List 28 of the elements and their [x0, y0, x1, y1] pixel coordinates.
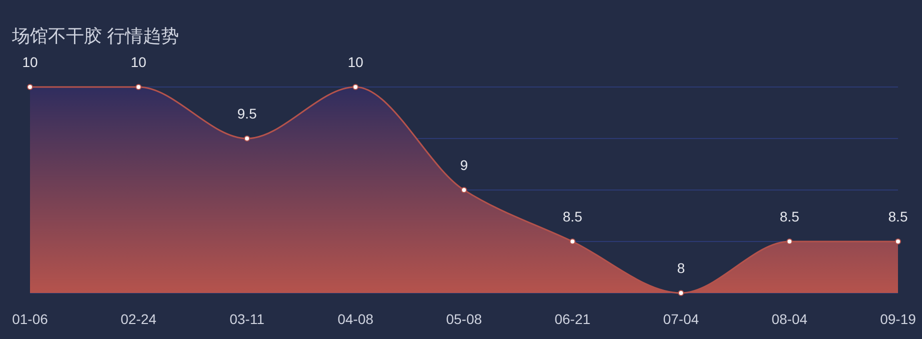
point — [352, 84, 358, 90]
point — [570, 238, 576, 244]
x-tick-label: 03-11 — [230, 311, 265, 327]
point — [27, 84, 33, 90]
x-tick-label: 02-24 — [120, 311, 157, 327]
data-label: 10 — [22, 54, 38, 70]
point — [786, 238, 792, 244]
point — [136, 84, 142, 90]
data-label: 9 — [460, 157, 468, 173]
point — [895, 238, 901, 244]
data-label: 9.5 — [237, 106, 257, 122]
point — [678, 290, 684, 296]
x-tick-label: 04-08 — [338, 311, 374, 327]
x-tick-label: 05-08 — [446, 311, 482, 327]
data-label: 8.5 — [888, 208, 908, 224]
x-tick-label: 06-21 — [554, 311, 591, 327]
point — [461, 187, 467, 193]
data-label: 10 — [348, 54, 364, 70]
chart-title: 场馆不干胶 行情趋势 — [11, 26, 180, 46]
point — [244, 136, 250, 142]
data-label: 8 — [677, 260, 686, 276]
x-tick-label: 07-04 — [663, 311, 700, 327]
data-label: 8.5 — [780, 208, 800, 224]
data-label: 10 — [130, 54, 146, 70]
data-label: 8.5 — [562, 208, 582, 224]
x-tick-label: 09-19 — [880, 311, 916, 327]
x-tick-label: 08-04 — [772, 311, 808, 327]
x-tick-label: 01-06 — [12, 311, 48, 327]
